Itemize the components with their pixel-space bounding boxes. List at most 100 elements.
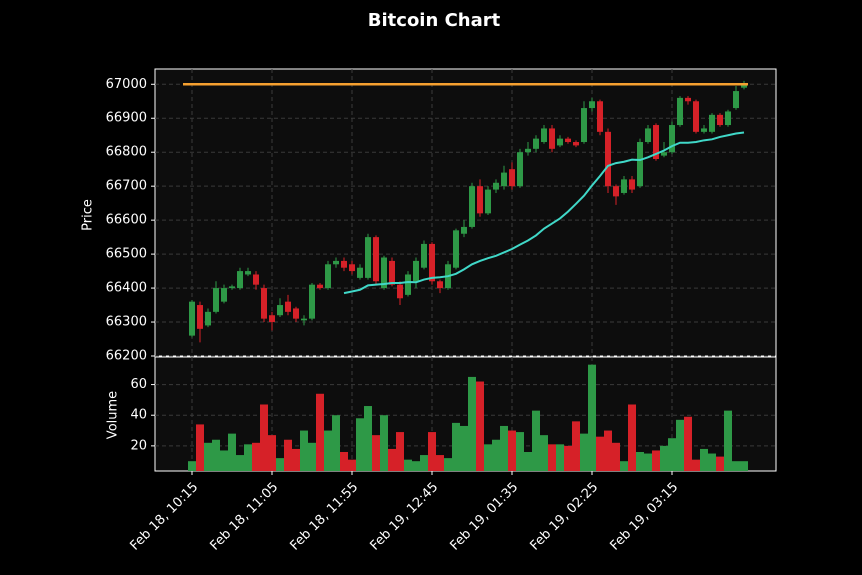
y-tick-label: 66700 (106, 179, 147, 194)
candle-body (717, 114, 723, 126)
candle-body (517, 152, 523, 187)
volume-bar (364, 406, 372, 471)
volume-bar (572, 421, 580, 471)
volume-bar (444, 458, 452, 471)
volume-bar (524, 452, 532, 471)
y-tick-label: 66800 (106, 145, 147, 160)
candle-body (317, 284, 323, 289)
volume-bar (580, 433, 588, 471)
volume-bar (540, 435, 548, 471)
candle-body (413, 260, 419, 282)
candle-body (549, 128, 555, 149)
candle-body (669, 125, 675, 153)
candle-body (565, 138, 571, 143)
candle-body (365, 237, 371, 278)
volume-bar (628, 404, 636, 471)
volume-bar (204, 442, 212, 471)
candle-body (293, 308, 299, 319)
candle-body (389, 260, 395, 285)
candle-body (733, 91, 739, 109)
volume-bar (372, 435, 380, 471)
candle-body (453, 230, 459, 268)
y-tick-label: 60 (130, 377, 147, 392)
volume-bar (380, 415, 388, 471)
candle-body (469, 186, 475, 227)
candle-body (485, 189, 491, 214)
candle-body (261, 288, 267, 319)
candle-body (573, 142, 579, 146)
candle-body (221, 288, 227, 302)
y-tick-label: 66600 (106, 213, 147, 228)
candle-body (557, 138, 563, 146)
y-axis-label: Price (81, 199, 96, 231)
volume-bar (356, 418, 364, 471)
candle-body (269, 315, 275, 323)
volume-bar (708, 453, 716, 471)
candle-body (677, 97, 683, 126)
candle-body (709, 114, 715, 132)
volume-bar (668, 438, 676, 471)
volume-bar (604, 430, 612, 471)
y-tick-label: 66200 (106, 349, 147, 364)
candle-body (509, 169, 515, 187)
candle-body (229, 286, 235, 289)
candle-body (397, 284, 403, 299)
volume-bar (636, 452, 644, 471)
y-tick-label: 40 (130, 408, 147, 423)
volume-bar (348, 459, 356, 471)
candle-body (501, 172, 507, 187)
candle-body (629, 179, 635, 190)
candle-body (333, 260, 339, 265)
candle-body (725, 111, 731, 126)
volume-bar (284, 439, 292, 471)
volume-bar (596, 436, 604, 471)
volume-bar (740, 461, 748, 471)
volume-bar (316, 393, 324, 471)
volume-bar (460, 425, 468, 471)
candle-body (325, 264, 331, 289)
volume-bar (500, 425, 508, 471)
volume-bar (564, 445, 572, 471)
candle-body (613, 186, 619, 197)
y-tick-label: 66900 (106, 111, 147, 126)
candle-body (237, 271, 243, 289)
volume-bar (260, 404, 268, 471)
volume-bar (532, 410, 540, 471)
volume-bar (556, 444, 564, 471)
volume-bar (332, 415, 340, 471)
volume-bar (308, 442, 316, 471)
y-tick-label: 66300 (106, 315, 147, 330)
candle-body (477, 186, 483, 214)
volume-bar (516, 432, 524, 471)
candle-body (589, 101, 595, 109)
candle-body (685, 97, 691, 102)
volume-bar (724, 410, 732, 471)
candle-body (421, 243, 427, 268)
candle-body (605, 131, 611, 187)
volume-bar (652, 450, 660, 471)
volume-bar (396, 432, 404, 471)
volume-bar (236, 455, 244, 471)
volume-bar (228, 433, 236, 471)
candle-body (205, 311, 211, 326)
candle-body (245, 271, 251, 275)
volume-bar (388, 448, 396, 471)
candle-body (309, 284, 315, 319)
volume-bar (292, 448, 300, 471)
volume-bar (324, 430, 332, 471)
volume-bar (700, 448, 708, 471)
candle-body (461, 226, 467, 234)
y-tick-label: 20 (130, 438, 147, 453)
volume-bar (252, 442, 260, 471)
volume-bar (548, 444, 556, 471)
candle-body (189, 301, 195, 336)
chart-title: Bitcoin Chart (368, 10, 501, 31)
candle-body (693, 101, 699, 132)
candle-body (621, 179, 627, 193)
volume-bar (484, 444, 492, 471)
volume-bar (468, 376, 476, 471)
volume-bar (644, 453, 652, 471)
candle-body (253, 274, 259, 285)
volume-bar (340, 452, 348, 471)
